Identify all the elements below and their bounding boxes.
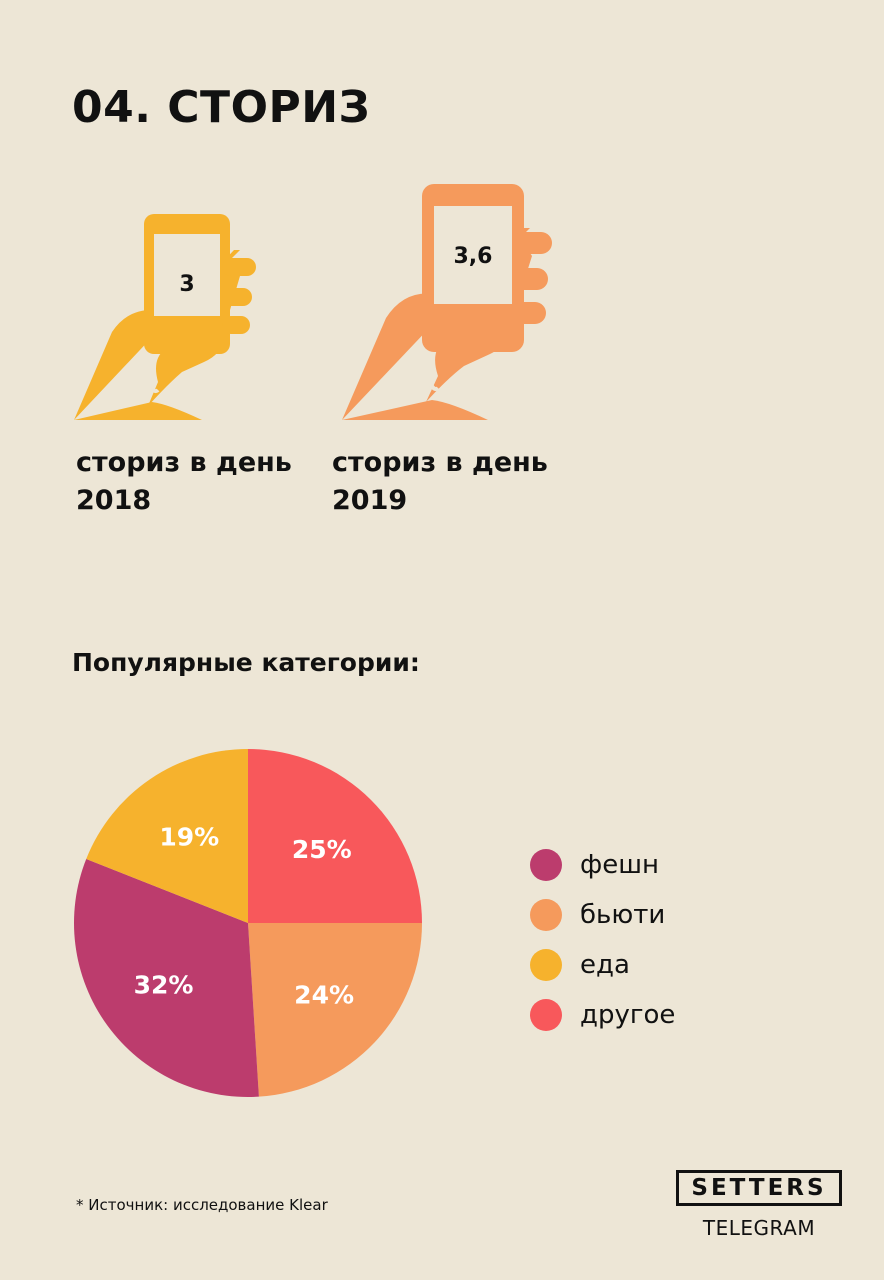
- caption-2018-line1: сториз в день: [76, 447, 292, 478]
- legend-dot-icon: [530, 849, 562, 881]
- pie-label-фешн: 32%: [134, 970, 194, 999]
- pie-label-еда: 19%: [159, 823, 219, 852]
- legend-item-фешн: фешн: [530, 840, 675, 890]
- phone-value-2018: 3: [179, 272, 195, 297]
- legend-dot-icon: [530, 999, 562, 1031]
- hand-phone-icon: [74, 214, 256, 420]
- caption-2019-year: 2019: [332, 485, 408, 516]
- pie-slice-бьюти: [248, 923, 422, 1097]
- page-title: 04. СТОРИЗ: [72, 82, 371, 133]
- phone-card-2018: 3: [72, 210, 262, 422]
- legend-dot-icon: [530, 949, 562, 981]
- phone-value-2019: 3,6: [453, 244, 493, 269]
- caption-2019-line1: сториз в день: [332, 447, 548, 478]
- caption-2019: сториз в день 2019: [332, 444, 548, 520]
- logo-main: SETTERS: [676, 1170, 842, 1206]
- caption-2018-year: 2018: [76, 485, 152, 516]
- legend-label: бьюти: [580, 900, 666, 930]
- legend-label: другое: [580, 1000, 676, 1030]
- source-note: * Источник: исследование Klear: [76, 1196, 328, 1214]
- setters-logo: SETTERS TELEGRAM: [676, 1170, 842, 1240]
- pie-label-бьюти: 24%: [294, 980, 354, 1009]
- logo-sub: TELEGRAM: [702, 1216, 816, 1240]
- pie-slice-фешн: [74, 858, 259, 1097]
- hand-phone-icon: [342, 184, 552, 420]
- pie-label-другое: 25%: [292, 835, 352, 864]
- legend-item-еда: еда: [530, 940, 675, 990]
- legend-label: еда: [580, 950, 630, 980]
- pie-chart: 25% 24% 32% 19%: [74, 749, 422, 1097]
- chart-heading: Популярные категории:: [72, 648, 420, 677]
- chart-legend: фешн бьюти еда другое: [530, 840, 675, 1040]
- caption-2018: сториз в день 2018: [76, 444, 292, 520]
- legend-label: фешн: [580, 850, 660, 880]
- pie-slice-другое: [248, 749, 422, 923]
- pie-slice-еда: [86, 749, 248, 923]
- phone-card-2019: 3,6: [340, 182, 556, 422]
- legend-dot-icon: [530, 899, 562, 931]
- legend-item-другое: другое: [530, 990, 675, 1040]
- legend-item-бьюти: бьюти: [530, 890, 675, 940]
